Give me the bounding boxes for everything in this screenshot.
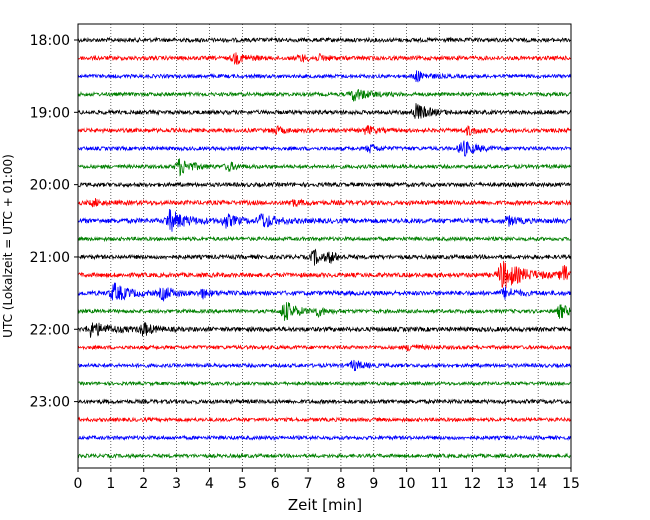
x-tick-label: 6 <box>271 476 280 492</box>
x-tick-label: 0 <box>74 476 83 492</box>
x-tick-label: 13 <box>496 476 514 492</box>
trace-line <box>77 260 572 289</box>
trace-line <box>77 380 572 387</box>
x-tick-label: 7 <box>304 476 313 492</box>
trace-line <box>77 52 572 66</box>
trace-line <box>77 70 572 83</box>
trace-line <box>77 158 572 177</box>
seismogram-traces <box>77 36 572 460</box>
y-tick-label: 18:00 <box>30 33 70 49</box>
y-tick-label: 23:00 <box>30 395 70 411</box>
trace-line <box>77 343 572 352</box>
y-tick-label: 21:00 <box>30 250 70 266</box>
x-axis-ticks: 0 1 2 3 4 5 6 7 8 9 10 11 12 13 14 15 <box>74 468 580 492</box>
x-tick-label: 15 <box>562 476 580 492</box>
trace-line <box>77 248 572 266</box>
y-axis-ticks: 18:00 19:00 20:00 21:00 22:00 23:00 <box>30 33 78 411</box>
trace-line <box>77 181 572 188</box>
trace-line <box>77 359 572 372</box>
x-axis-label: Zeit [min] <box>288 496 362 514</box>
y-tick-label: 20:00 <box>30 178 70 194</box>
trace-line <box>77 398 572 406</box>
x-tick-label: 4 <box>205 476 214 492</box>
trace-line <box>77 416 572 424</box>
trace-line <box>77 198 572 208</box>
trace-line <box>77 88 572 102</box>
x-tick-label: 5 <box>238 476 247 492</box>
x-tick-label: 9 <box>369 476 378 492</box>
trace-line <box>77 208 572 232</box>
y-tick-label: 22:00 <box>30 322 70 338</box>
x-tick-label: 3 <box>172 476 181 492</box>
y-tick-label: 19:00 <box>30 105 70 121</box>
trace-line <box>77 103 572 119</box>
trace-line <box>77 302 572 321</box>
x-tick-label: 8 <box>336 476 345 492</box>
trace-line <box>77 452 572 460</box>
trace-line <box>77 321 572 338</box>
trace-line <box>77 235 572 243</box>
x-tick-label: 10 <box>398 476 416 492</box>
trace-line <box>77 140 572 157</box>
x-tick-label: 2 <box>139 476 148 492</box>
x-tick-label: 14 <box>529 476 547 492</box>
y-axis-label: UTC (Lokalzeit = UTC + 01:00) <box>1 154 15 338</box>
x-tick-label: 12 <box>463 476 481 492</box>
trace-line <box>77 434 572 441</box>
plot-frame <box>77 23 572 469</box>
x-tick-label: 11 <box>431 476 449 492</box>
x-tick-label: 1 <box>106 476 115 492</box>
trace-line <box>77 282 572 302</box>
trace-line <box>77 125 572 136</box>
trace-line <box>77 36 572 44</box>
